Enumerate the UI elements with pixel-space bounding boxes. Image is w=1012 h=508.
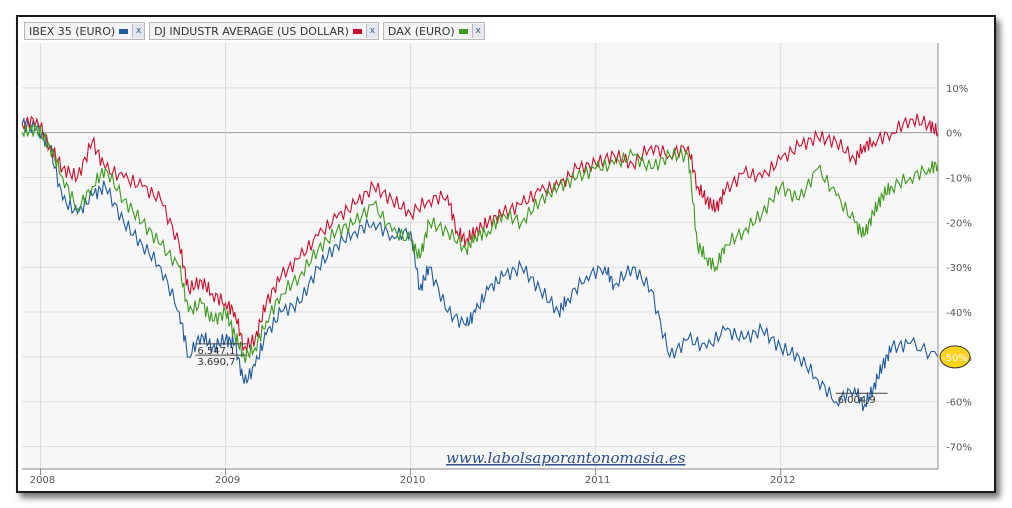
y-tick-label: -40% <box>946 308 972 319</box>
legend-swatch-dow <box>352 28 362 34</box>
legend-item-ibex[interactable]: IBEX 35 (EURO) x <box>24 22 146 40</box>
watermark-text[interactable]: www.labolsaporantonomasia.es <box>446 449 686 467</box>
y-tick-label: -70% <box>946 443 972 454</box>
close-icon[interactable]: x <box>365 24 378 38</box>
annotations: 6.547,13.690,7 6.004,9 <box>195 343 888 406</box>
x-tick-label: 2011 <box>585 475 610 486</box>
y-tick-label: -60% <box>946 398 972 409</box>
current-value-label: -50% <box>942 353 968 364</box>
x-tick-label: 2010 <box>400 475 425 486</box>
chart-canvas: 6.547,13.690,7 6.004,9 10% 0% -10% -20% -30% -… <box>21 43 972 486</box>
close-icon[interactable]: x <box>132 24 145 38</box>
x-tick-label: 2012 <box>770 475 795 486</box>
y-tick-label: -30% <box>946 263 972 274</box>
x-tick-label: 2008 <box>30 475 55 486</box>
series-line-2 <box>21 122 939 364</box>
annotation-label: 6.547,1 <box>197 346 235 357</box>
legend-swatch-ibex <box>119 28 129 34</box>
legend-item-dow[interactable]: DJ INDUSTR AVERAGE (US DOLLAR) x <box>149 22 379 40</box>
annotation-label: 6.004,9 <box>838 395 876 406</box>
y-tick-label: 10% <box>946 84 968 95</box>
y-tick-label: -20% <box>946 218 972 229</box>
series-line-0 <box>21 116 939 412</box>
annotation-label: 3.690,7 <box>197 357 235 368</box>
legend-label-dax: DAX (EURO) <box>387 24 455 38</box>
plot-area <box>22 43 938 469</box>
close-icon[interactable]: x <box>471 24 484 38</box>
y-tick-label: -10% <box>946 174 972 185</box>
legend-swatch-dax <box>458 28 468 34</box>
current-value-marker <box>939 345 971 369</box>
legend-label-dow: DJ INDUSTR AVERAGE (US DOLLAR) <box>154 24 349 38</box>
axes: 10% 0% -10% -20% -30% -40% -50% -60% -70% 2008 200… <box>22 43 972 486</box>
legend-bar: IBEX 35 (EURO) x DJ INDUSTR AVERAGE (US … <box>24 22 485 40</box>
y-tick-label: 0% <box>946 129 962 140</box>
chart-frame: 6.547,1 3.690,7 6.004,9 10% 0% -10% -20% -30% -… <box>16 15 996 493</box>
grid <box>22 43 938 469</box>
series-line-1 <box>21 113 939 352</box>
x-tick-label: 2009 <box>215 475 240 486</box>
legend-label-ibex: IBEX 35 (EURO) <box>29 24 116 38</box>
legend-item-dax[interactable]: DAX (EURO) x <box>382 22 485 40</box>
series-lines <box>21 113 939 412</box>
